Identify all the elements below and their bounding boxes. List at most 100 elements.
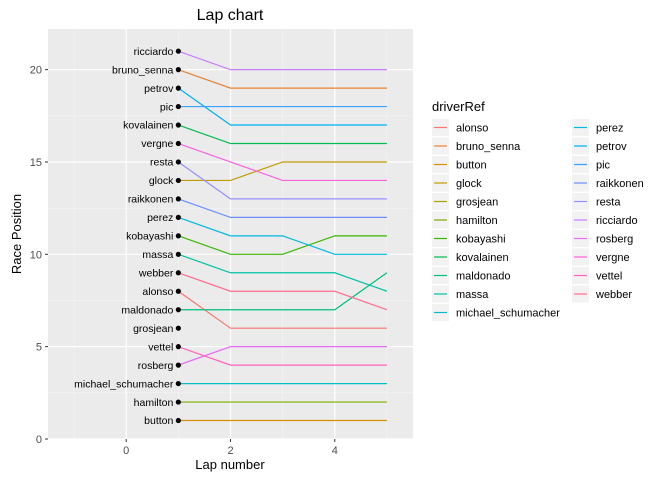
legend-label: michael_schumacher [456, 308, 560, 320]
y-tick-label: 5 [36, 342, 42, 354]
series-line-alonso [178, 290, 387, 329]
point-label-maldonado: maldonado [121, 304, 173, 316]
start-point-glock [175, 177, 181, 184]
start-point-vergne [175, 140, 181, 147]
legend-item-michael-schumacher: michael_schumacher [432, 304, 560, 321]
legend-item-button: button [432, 156, 487, 173]
legend-item-perez: perez [572, 119, 624, 136]
start-point-webber [175, 270, 181, 276]
series-line-kovalainen [178, 124, 387, 145]
start-point-perez [175, 214, 181, 220]
point-label-massa: massa [142, 249, 173, 261]
y-tick-label: 20 [30, 65, 42, 77]
point-label-hamilton: hamilton [134, 397, 174, 409]
start-point-massa [175, 251, 181, 257]
start-point-raikkonen [175, 196, 181, 202]
legend-label: kobayashi [456, 234, 506, 246]
legend-item-massa: massa [432, 285, 489, 303]
point-label-webber: webber [138, 267, 174, 279]
start-points [175, 48, 181, 424]
start-point-michael-schumacher [175, 380, 181, 387]
legend-item-rosberg: rosberg [572, 230, 633, 247]
series-line-vergne [178, 142, 387, 182]
start-point-petrov [175, 85, 181, 91]
legend-item-vettel: vettel [572, 267, 622, 284]
point-label-grosjean: grosjean [133, 323, 173, 335]
start-point-grosjean [175, 325, 181, 331]
legend-label: pic [596, 160, 611, 172]
point-label-button: button [144, 415, 173, 427]
legend-item-grosjean: grosjean [432, 193, 498, 210]
point-label-petrov: petrov [144, 83, 174, 95]
legend-item-pic: pic [572, 156, 611, 173]
start-point-maldonado [175, 307, 181, 313]
legend-label: massa [456, 289, 489, 301]
start-point-bruno-senna [175, 67, 181, 73]
point-label-bruno-senna: bruno_senna [112, 64, 173, 76]
legend-item-ricciardo: ricciardo [572, 211, 638, 229]
legend-item-petrov: petrov [572, 137, 627, 155]
legend-item-maldonado: maldonado [432, 267, 510, 284]
point-label-resta: resta [150, 157, 174, 169]
start-point-vettel [175, 344, 181, 350]
x-tick-label: 4 [332, 445, 338, 457]
point-label-alonso: alonso [142, 286, 173, 298]
chart-title: Lap chart [197, 7, 264, 24]
series-line-glock [178, 161, 387, 182]
point-label-glock: glock [149, 175, 174, 187]
y-axis-title: Race Position [9, 194, 24, 274]
legend-label: hamilton [456, 215, 498, 227]
series-line-massa [178, 253, 388, 292]
point-label-raikkonen: raikkonen [128, 194, 174, 206]
point-label-rosberg: rosberg [138, 360, 174, 372]
x-axis: 0 2 4 [123, 439, 338, 457]
legend-label: resta [596, 197, 621, 209]
series-line-webber [178, 272, 388, 311]
legend-label: rosberg [596, 234, 633, 246]
y-tick-label: 0 [36, 434, 42, 446]
x-axis-title: Lap number [195, 457, 265, 472]
legend-item-raikkonen: raikkonen [572, 174, 644, 192]
start-point-kobayashi [175, 233, 181, 239]
legend-item-vergne: vergne [572, 248, 630, 266]
legend-label: ricciardo [596, 215, 638, 227]
point-label-vergne: vergne [141, 138, 173, 150]
legend-label: raikkonen [596, 178, 644, 190]
x-tick-label: 0 [123, 445, 129, 457]
point-label-kobayashi: kobayashi [126, 231, 173, 243]
legend-label: glock [456, 178, 482, 190]
legend-label: bruno_senna [456, 141, 521, 153]
point-label-kovalainen: kovalainen [123, 120, 173, 132]
legend-item-glock: glock [432, 174, 482, 192]
legend-label: vettel [596, 271, 622, 283]
series-line-perez [178, 216, 387, 255]
start-point-rosberg [175, 362, 181, 368]
legend-label: alonso [456, 123, 488, 135]
point-label-pic: pic [160, 101, 173, 113]
legend-title: driverRef [432, 99, 485, 114]
point-label-michael-schumacher: michael_schumacher [74, 378, 174, 390]
legend-item-kobayashi: kobayashi [432, 230, 506, 247]
series-line-kobayashi [178, 235, 387, 255]
legend-label: kovalainen [456, 252, 509, 264]
legend-item-hamilton: hamilton [432, 211, 498, 229]
legend-label: perez [596, 123, 624, 135]
start-point-pic [175, 103, 181, 110]
series-line-petrov [178, 87, 387, 126]
start-point-resta [175, 159, 181, 165]
start-point-ricciardo [175, 48, 181, 54]
legend-label: vergne [596, 252, 630, 264]
series-line-raikkonen [178, 198, 387, 218]
legend-item-bruno-senna: bruno_senna [432, 137, 521, 155]
legend-label: maldonado [456, 271, 510, 283]
point-label-ricciardo: ricciardo [134, 46, 174, 58]
legend-label: grosjean [456, 197, 498, 209]
series-line-ricciardo [178, 50, 387, 71]
y-axis: 0 5 10 15 20 [30, 65, 48, 446]
start-point-hamilton [175, 399, 181, 405]
y-tick-label: 10 [30, 249, 42, 261]
legend-label: petrov [596, 141, 627, 153]
